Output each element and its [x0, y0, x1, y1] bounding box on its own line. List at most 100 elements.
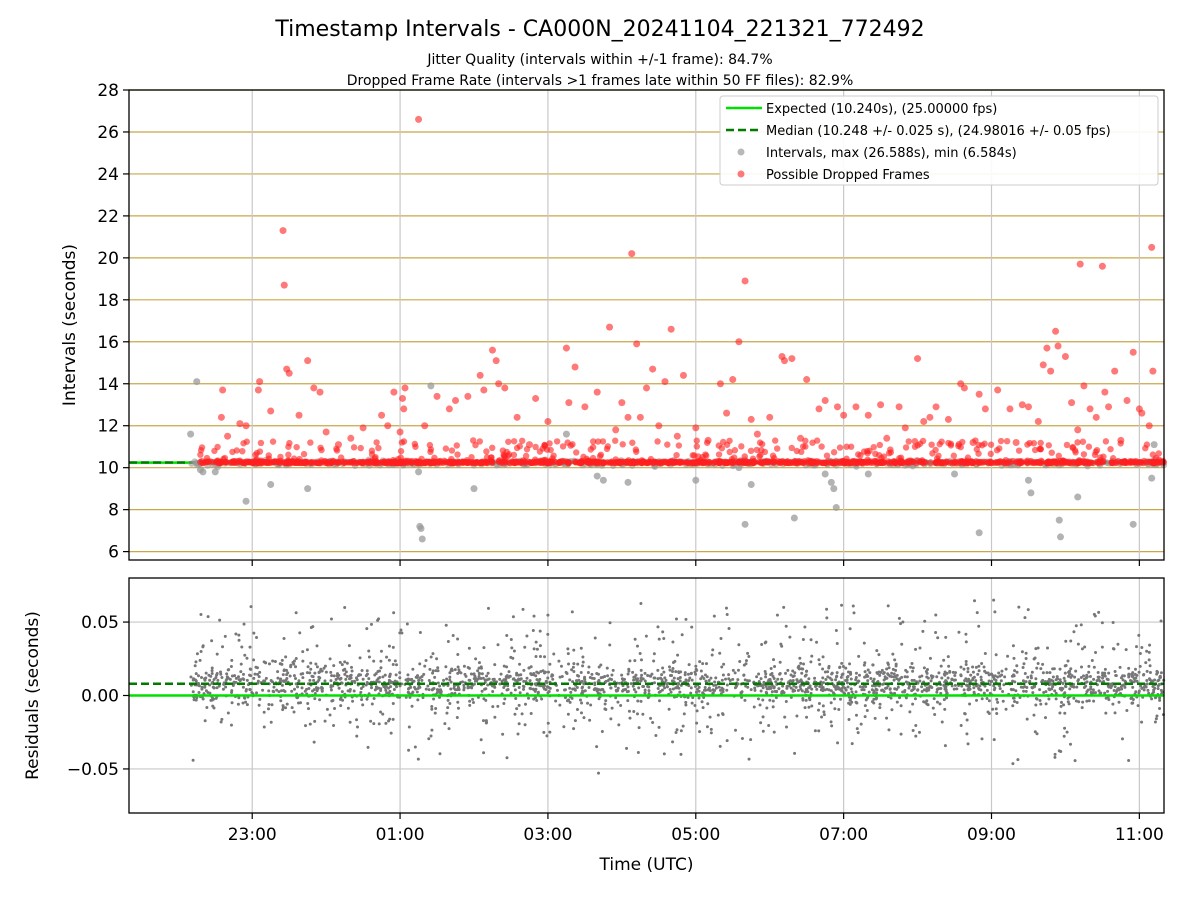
residual-point	[1115, 690, 1119, 694]
dropped-frame-point	[878, 454, 885, 462]
residual-point	[398, 676, 402, 680]
residual-point	[1092, 665, 1096, 669]
residual-point	[823, 670, 827, 674]
residual-point	[780, 644, 784, 648]
residual-point	[761, 715, 765, 719]
dropped-frame-point	[666, 458, 674, 465]
dropped-frame-point	[290, 455, 298, 462]
residual-point	[309, 667, 313, 671]
residual-point	[284, 655, 288, 659]
dropped-frame-point	[819, 459, 826, 467]
dropped-frame-point	[629, 439, 636, 446]
residual-point	[517, 722, 521, 726]
residual-point	[1054, 691, 1058, 695]
residual-point	[432, 697, 436, 701]
dropped-frame-point	[738, 443, 745, 450]
residual-point	[771, 705, 775, 709]
residual-point	[1098, 679, 1102, 683]
residual-point	[610, 706, 614, 710]
residual-point	[448, 678, 452, 682]
dropped-frame-point	[368, 451, 376, 458]
residual-point	[1076, 642, 1080, 646]
residual-point	[747, 654, 751, 658]
residual-point	[416, 698, 420, 702]
residual-point	[721, 690, 725, 694]
dropped-frame-point	[532, 394, 540, 402]
residual-point	[971, 670, 975, 674]
residual-point	[668, 668, 672, 672]
residual-point	[877, 670, 881, 674]
residual-point	[1029, 676, 1033, 680]
residual-point	[712, 614, 716, 618]
residual-point	[992, 598, 996, 602]
residual-point	[480, 672, 484, 676]
residual-point	[471, 697, 475, 701]
residual-point	[1053, 752, 1057, 756]
dropped-frame-point	[442, 445, 450, 452]
residual-point	[760, 642, 764, 646]
residual-point	[234, 676, 238, 680]
dropped-frame-point	[679, 371, 687, 379]
residual-point	[1144, 661, 1148, 665]
residual-point	[1125, 708, 1129, 712]
dropped-frame-point	[728, 456, 736, 463]
residual-point	[717, 685, 721, 689]
residual-point	[266, 707, 270, 711]
residual-point	[1063, 671, 1067, 675]
residual-point	[664, 678, 668, 682]
residual-point	[639, 658, 643, 662]
residual-point	[641, 685, 645, 689]
residual-point	[852, 611, 856, 615]
residual-point	[799, 661, 803, 665]
dropped-frame-point	[514, 459, 521, 466]
residual-point	[273, 660, 277, 664]
residual-point	[963, 679, 967, 683]
residual-point	[864, 685, 868, 689]
residual-point	[678, 679, 682, 683]
residual-point	[609, 686, 613, 690]
residual-point	[671, 666, 675, 670]
residual-point	[346, 706, 350, 710]
residual-point	[361, 677, 365, 681]
residual-point	[484, 687, 488, 691]
dropped-frame-point	[337, 454, 345, 461]
residual-point	[928, 656, 932, 660]
residual-point	[817, 729, 821, 733]
residual-point	[945, 680, 949, 684]
residual-point	[910, 678, 914, 682]
residual-point	[888, 687, 892, 691]
residual-point	[1101, 676, 1105, 680]
dropped-frame-point	[901, 424, 909, 432]
dropped-frame-point	[544, 459, 551, 466]
residual-point	[1080, 647, 1084, 651]
dropped-frame-point	[300, 459, 307, 467]
residual-point	[899, 704, 903, 708]
residual-point	[348, 689, 352, 693]
residual-point	[778, 660, 782, 664]
residual-point	[939, 691, 943, 695]
residual-point	[282, 637, 286, 641]
residual-point	[252, 676, 256, 680]
dropped-frame-point	[501, 384, 509, 392]
residual-point	[1087, 664, 1091, 668]
residual-point	[444, 665, 448, 669]
residual-point	[576, 674, 580, 678]
residual-point	[486, 606, 490, 610]
residual-point	[445, 677, 449, 681]
residual-point	[379, 659, 383, 663]
residual-point	[256, 672, 260, 676]
dropped-frame-point	[1131, 458, 1139, 466]
residual-point	[391, 702, 395, 706]
dropped-frame-point	[823, 452, 831, 459]
residual-point	[572, 662, 576, 666]
residual-point	[1011, 704, 1015, 708]
residual-point	[948, 670, 952, 674]
residual-point	[1042, 691, 1046, 695]
residual-point	[405, 622, 409, 626]
residual-point	[411, 667, 415, 671]
dropped-frame-point	[860, 459, 868, 466]
residual-point	[517, 685, 521, 689]
residual-point	[1015, 700, 1019, 704]
residual-point	[472, 672, 476, 676]
dropped-frame-point	[692, 424, 700, 432]
